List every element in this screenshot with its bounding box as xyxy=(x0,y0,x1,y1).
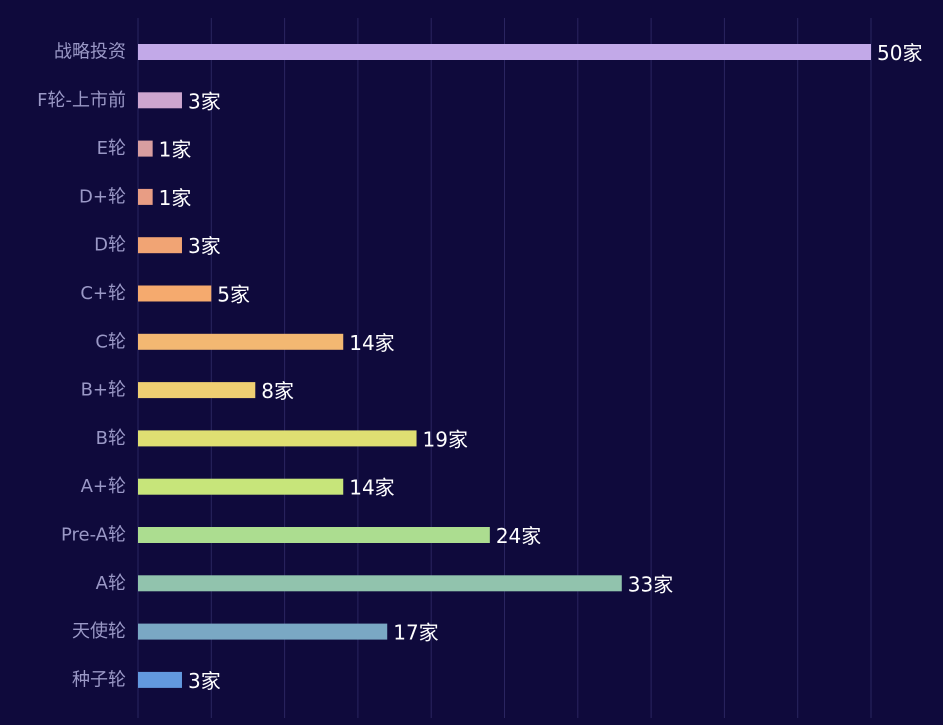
bar xyxy=(138,430,417,447)
bar xyxy=(138,44,871,60)
grid-lines xyxy=(137,18,872,718)
bar xyxy=(138,623,388,640)
category-label: 种子轮 xyxy=(72,669,126,690)
bar xyxy=(138,140,153,157)
bar xyxy=(138,478,344,495)
bar xyxy=(138,188,153,205)
category-label: A+轮 xyxy=(81,476,126,497)
category-label: F轮-上市前 xyxy=(37,90,126,111)
value-label: 50家 xyxy=(877,41,922,65)
value-label: 14家 xyxy=(349,331,394,355)
value-label: 1家 xyxy=(159,186,192,210)
category-label: C轮 xyxy=(95,331,126,352)
bar xyxy=(138,285,212,302)
category-label: Pre-A轮 xyxy=(61,525,126,546)
category-label: B轮 xyxy=(96,428,126,449)
category-labels: 战略投资 F轮-上市前 E轮 D+轮 D轮 C+轮 C轮 B+轮 B轮 A+轮 Pre-A轮 A轮天使… xyxy=(37,42,126,691)
value-label: 14家 xyxy=(349,476,394,500)
bar xyxy=(138,382,256,399)
bar xyxy=(138,237,182,254)
category-label: A轮 xyxy=(96,573,126,594)
value-labels: 50家 3家 1家 1家 3家 5家 14家 8家 19家 14家 24家 33家 17家 3家 xyxy=(159,41,923,693)
bar xyxy=(138,527,490,543)
category-label: E轮 xyxy=(97,138,126,159)
bar xyxy=(138,92,182,109)
value-label: 8家 xyxy=(261,379,294,403)
value-label: 5家 xyxy=(217,283,250,307)
category-label: B+轮 xyxy=(81,380,126,401)
category-label: 战略投资 xyxy=(54,42,126,63)
category-label: 天使轮 xyxy=(72,621,126,642)
bars xyxy=(138,44,871,688)
value-label: 3家 xyxy=(188,669,221,693)
category-label: C+轮 xyxy=(80,283,126,304)
value-label: 3家 xyxy=(188,89,221,113)
value-label: 19家 xyxy=(423,427,468,451)
value-label: 1家 xyxy=(159,138,192,162)
bar xyxy=(138,671,182,688)
value-label: 3家 xyxy=(188,234,221,258)
value-label: 24家 xyxy=(496,524,541,548)
bar xyxy=(138,575,622,592)
value-label: 17家 xyxy=(393,621,438,645)
bar xyxy=(138,333,344,350)
value-label: 33家 xyxy=(628,572,673,596)
category-label: D+轮 xyxy=(79,186,126,207)
category-label: D轮 xyxy=(94,235,126,256)
